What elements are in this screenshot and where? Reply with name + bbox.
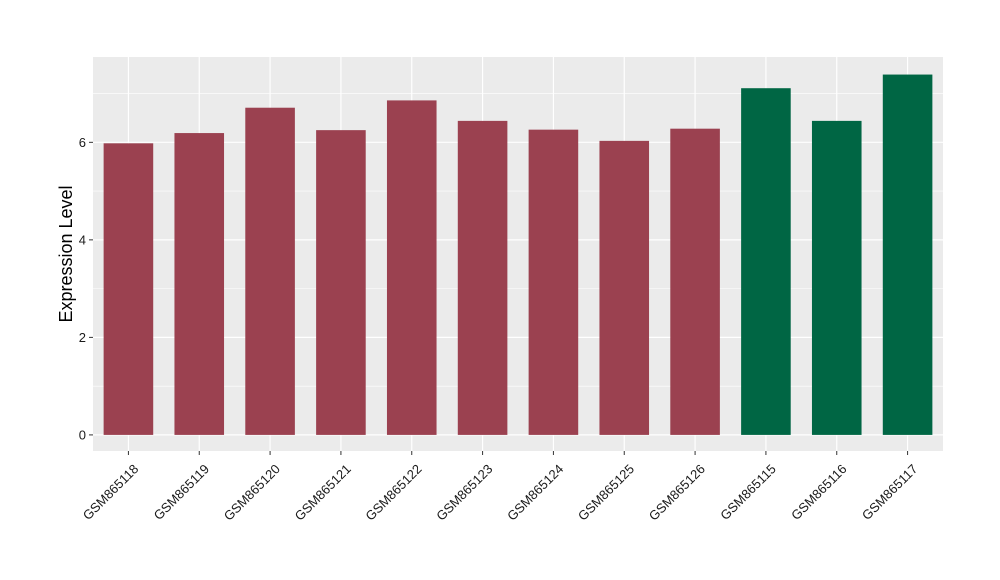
x-tick-label: GSM865116 bbox=[788, 461, 850, 523]
y-axis: 0 2 4 6 bbox=[79, 135, 93, 442]
x-tick-label: GSM865117 bbox=[859, 461, 921, 523]
plot-panel bbox=[93, 57, 943, 451]
x-tick-label: GSM865125 bbox=[575, 461, 637, 523]
x-tick-label: GSM865119 bbox=[151, 461, 213, 523]
bar-GSM865125 bbox=[599, 140, 650, 435]
bar-GSM865120 bbox=[245, 107, 295, 435]
y-tick-label: 4 bbox=[79, 232, 86, 247]
x-tick-label: GSM865123 bbox=[433, 461, 495, 523]
bar-GSM865115 bbox=[741, 88, 791, 435]
bar-GSM865126 bbox=[670, 128, 720, 435]
grid-minor bbox=[93, 93, 943, 387]
x-tick-label: GSM865115 bbox=[717, 461, 779, 523]
y-tick-label: 2 bbox=[79, 330, 86, 345]
x-tick-label: GSM865118 bbox=[80, 461, 142, 523]
bar-GSM865124 bbox=[528, 129, 579, 435]
x-tick-label: GSM865120 bbox=[221, 461, 283, 523]
bar-GSM865121 bbox=[316, 130, 366, 435]
x-tick-label: GSM865126 bbox=[646, 461, 708, 523]
y-tick-label: 0 bbox=[79, 427, 86, 442]
x-tick-label: GSM865122 bbox=[362, 461, 424, 523]
y-axis-title: Expression Level bbox=[56, 185, 76, 322]
bar-GSM865118 bbox=[103, 143, 154, 435]
x-tick-label: GSM865124 bbox=[504, 461, 566, 523]
bar-GSM865122 bbox=[386, 100, 437, 435]
bars bbox=[103, 74, 933, 435]
bar-GSM865123 bbox=[457, 120, 508, 435]
x-tick-label: GSM865121 bbox=[292, 461, 354, 523]
bar-GSM865116 bbox=[811, 120, 862, 435]
bar-GSM865117 bbox=[882, 74, 933, 435]
x-axis: GSM865118 GSM865119 GSM865120 GSM865121 GSM8… bbox=[80, 451, 921, 524]
bar-GSM865119 bbox=[174, 133, 225, 435]
y-tick-label: 6 bbox=[79, 135, 86, 150]
